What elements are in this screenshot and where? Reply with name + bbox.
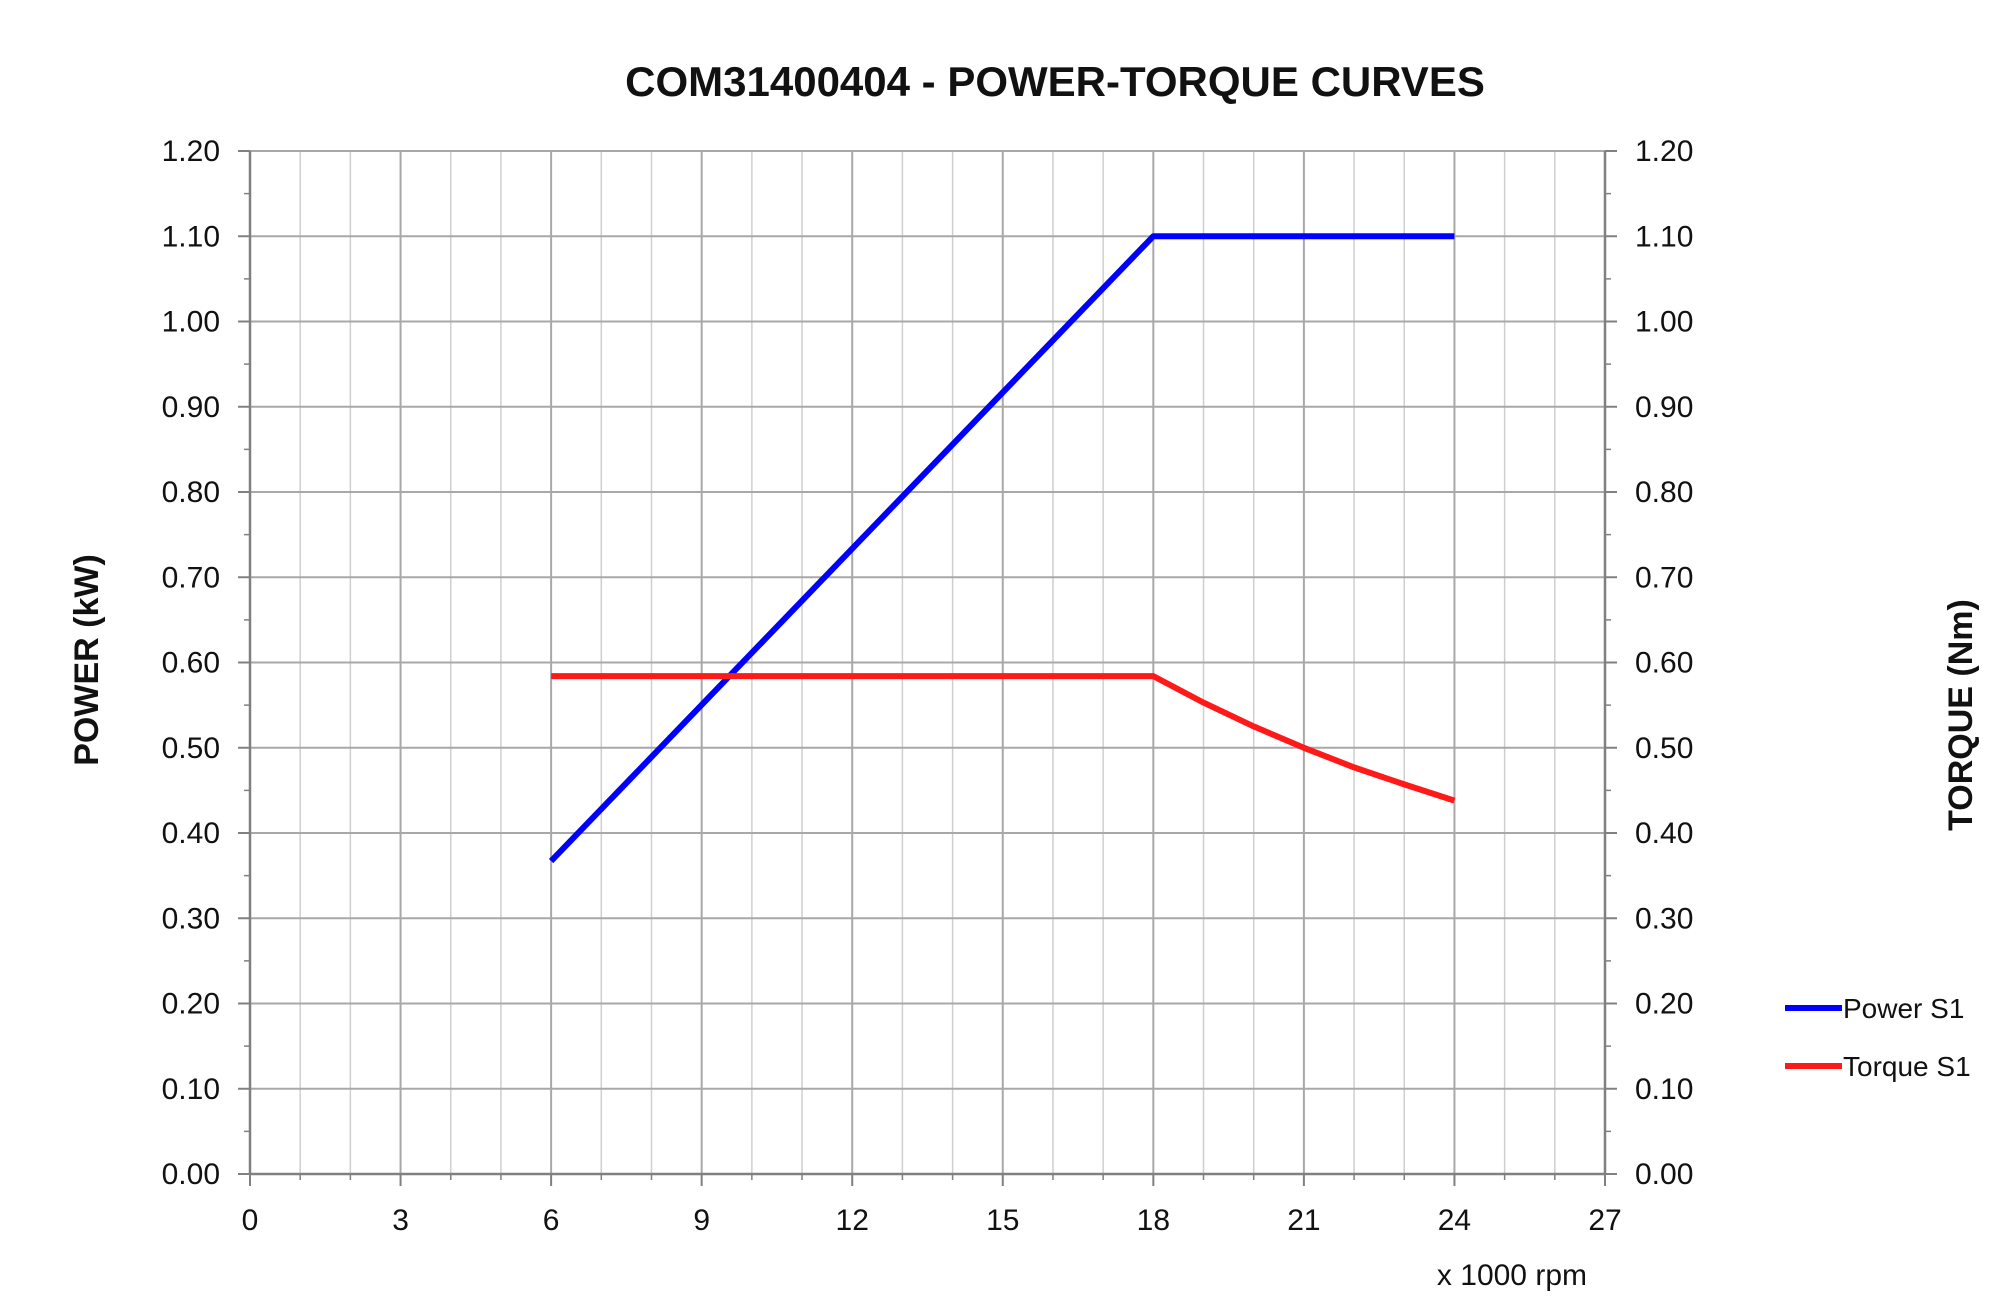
legend: Power S1 Torque S1	[1785, 993, 1971, 1082]
y2-tick-label: 0.10	[1635, 1073, 1693, 1106]
y-tick-label: 0.90	[162, 391, 220, 424]
y-tick-label: 0.10	[162, 1073, 220, 1106]
x-tick-label: 3	[392, 1204, 409, 1237]
axes	[238, 150, 1617, 1186]
y2-tick-label: 0.70	[1635, 561, 1693, 594]
x-tick-label: 27	[1588, 1204, 1621, 1237]
y-tick-label: 0.60	[162, 647, 220, 680]
y-tick-label: 1.10	[162, 220, 220, 253]
legend-label-power-s1: Power S1	[1843, 993, 1964, 1024]
y-tick-label: 0.20	[162, 988, 220, 1021]
y2-tick-label: 1.20	[1635, 135, 1693, 168]
y-tick-label: 1.00	[162, 306, 220, 339]
chart-title: COM31400404 - POWER-TORQUE CURVES	[625, 58, 1485, 105]
x-tick-label: 9	[693, 1204, 710, 1237]
y-tick-label: 0.30	[162, 902, 220, 935]
x-tick-label: 0	[242, 1204, 259, 1237]
y2-tick-label: 0.40	[1635, 817, 1693, 850]
tick-labels: 0.00 0.10 0.20 0.30 0.40 0.50 0.60 0.70 0.80 0.90…	[162, 135, 1694, 1237]
y2-tick-label: 0.30	[1635, 902, 1693, 935]
y2-tick-label: 0.20	[1635, 988, 1693, 1021]
x-tick-label: 24	[1438, 1204, 1471, 1237]
y-tick-label: 0.80	[162, 476, 220, 509]
y2-axis-title: TORQUE (Nm)	[1942, 599, 1980, 831]
y2-tick-label: 0.50	[1635, 732, 1693, 765]
x-tick-label: 15	[986, 1204, 1019, 1237]
y2-tick-label: 0.90	[1635, 391, 1693, 424]
y-tick-label: 0.00	[162, 1158, 220, 1191]
x-tick-label: 18	[1137, 1204, 1170, 1237]
y-axis-title: POWER (kW)	[68, 554, 106, 766]
series	[548, 233, 1456, 864]
y-tick-label: 0.70	[162, 561, 220, 594]
series-line-power-s1	[548, 233, 1455, 864]
legend-label-torque-s1: Torque S1	[1843, 1051, 1971, 1082]
grid-lines	[250, 150, 1605, 1174]
y2-tick-label: 0.00	[1635, 1158, 1693, 1191]
y2-tick-label: 0.80	[1635, 476, 1693, 509]
y-tick-label: 0.40	[162, 817, 220, 850]
x-tick-label: 6	[543, 1204, 560, 1237]
y-tick-label: 1.20	[162, 135, 220, 168]
y-tick-label: 0.50	[162, 732, 220, 765]
x-axis-unit-label: x 1000 rpm	[1437, 1259, 1587, 1292]
y2-tick-label: 1.00	[1635, 306, 1693, 339]
series-line-torque-s1	[551, 673, 1456, 804]
x-tick-label: 12	[836, 1204, 869, 1237]
x-tick-label: 21	[1287, 1204, 1320, 1237]
y2-tick-label: 1.10	[1635, 220, 1693, 253]
y2-tick-label: 0.60	[1635, 647, 1693, 680]
